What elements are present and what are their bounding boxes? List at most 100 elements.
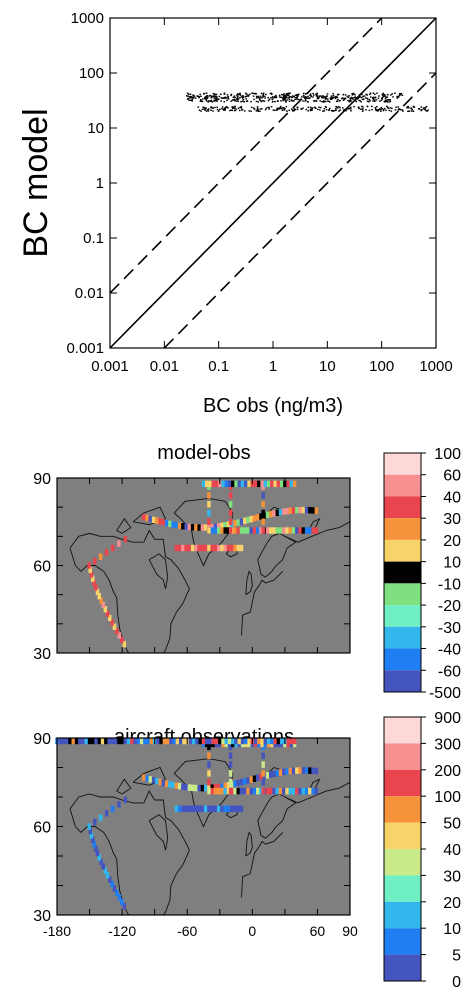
scatter-point [284, 96, 286, 98]
coastline [69, 790, 190, 916]
flight-track-cell [81, 737, 85, 745]
scatter-point [225, 97, 228, 99]
scatter-point [323, 100, 325, 102]
scatter-point [335, 108, 337, 110]
scatter-point [329, 97, 332, 99]
scatter-point [255, 110, 258, 112]
scatter-point [284, 99, 286, 101]
scatter-point [215, 100, 217, 102]
scatter-point [296, 96, 299, 98]
flight-track-cell [194, 805, 198, 813]
scatter-point [302, 92, 305, 95]
scatter-point [337, 106, 340, 108]
flight-track-cell [311, 787, 315, 795]
colorbar-label: 60 [443, 468, 461, 485]
colorbar-label: 20 [443, 533, 461, 550]
scatter-point [255, 97, 258, 99]
flight-track-cell [171, 521, 175, 528]
flight-track-cell [197, 544, 201, 552]
flight-track-cell [117, 801, 121, 808]
scatter-point [268, 98, 271, 100]
scatter-point [326, 95, 328, 97]
scatter-point [395, 106, 397, 108]
reference-line-1-to-1 [109, 17, 437, 349]
scatter-point [328, 108, 330, 111]
scatter-point [362, 98, 365, 100]
scatter-point [350, 96, 353, 99]
scatter-point [337, 98, 339, 101]
scatter-point [223, 92, 226, 94]
flight-track-cell [200, 784, 205, 792]
flight-track-cell [263, 480, 268, 488]
flight-track-cell [155, 777, 159, 785]
scatter-point [245, 98, 248, 100]
coastline [284, 781, 351, 804]
scatter-point [340, 97, 343, 100]
scatter-point [305, 97, 308, 99]
flight-track-cell [265, 527, 270, 534]
flight-track-cell [187, 784, 192, 791]
scatter-point [356, 98, 359, 100]
scatter-point [325, 108, 328, 111]
scatter-point [193, 95, 196, 97]
flight-track-cell [207, 518, 211, 525]
scatter-point [354, 100, 356, 102]
flight-track-cell [207, 770, 211, 777]
flight-track-cell [257, 480, 261, 488]
scatter-point [273, 109, 276, 112]
flight-track-cell [285, 507, 289, 515]
flight-track-cell [94, 737, 98, 745]
scatter-point [230, 94, 232, 97]
flight-track-cell [278, 787, 283, 795]
flight-track-cell [228, 501, 233, 508]
flight-track-cell [174, 521, 179, 529]
scatter-point [399, 94, 401, 96]
flight-track-cell [107, 737, 111, 745]
flight-track-cell [261, 779, 265, 786]
scatter-point [259, 95, 262, 98]
scatter-point [242, 97, 244, 99]
scatter-point [357, 97, 360, 99]
scatter-point [198, 96, 200, 99]
map-x-tick-label: -60 [177, 923, 197, 939]
flight-track-cell [187, 523, 192, 531]
flight-track-cell [95, 849, 100, 857]
flight-track-cell [259, 527, 263, 534]
flight-track-cell [161, 779, 166, 787]
scatter-point [316, 95, 318, 97]
flight-track-cell [213, 523, 218, 530]
flight-track-cell [207, 544, 211, 552]
flight-track-cell [265, 772, 270, 779]
flight-track-cell [226, 544, 231, 552]
flight-track-cell [89, 832, 94, 839]
scatter-point [284, 97, 287, 100]
scatter-point [271, 96, 274, 98]
scatter-point [335, 100, 338, 103]
scatter-point [207, 110, 210, 112]
flight-track-cell [261, 527, 265, 534]
flight-track-cell [169, 737, 173, 745]
flight-track-cell [203, 784, 208, 792]
scatter-point [330, 97, 333, 99]
colorbar-swatch [384, 453, 421, 475]
scatter-point [413, 106, 416, 108]
scatter-point [325, 97, 328, 100]
y-tick-label: 10 [87, 120, 104, 137]
scatter-point [250, 100, 252, 103]
scatter-point [210, 97, 213, 99]
scatter-point [359, 99, 361, 102]
coastline [148, 814, 169, 851]
scatter-point [355, 100, 358, 103]
flight-track-cell [117, 540, 121, 547]
coastline [257, 793, 297, 839]
flight-track-cell [279, 737, 284, 745]
scatter-point [210, 106, 213, 109]
flight-track-cell [256, 774, 260, 782]
scatter-point [282, 99, 285, 102]
flight-track-cell [253, 737, 258, 745]
scatter-point [207, 109, 209, 111]
scatter-point [323, 108, 326, 110]
scatter-point [373, 100, 376, 103]
flight-track-cell [117, 894, 122, 901]
scatter-point [287, 94, 290, 97]
